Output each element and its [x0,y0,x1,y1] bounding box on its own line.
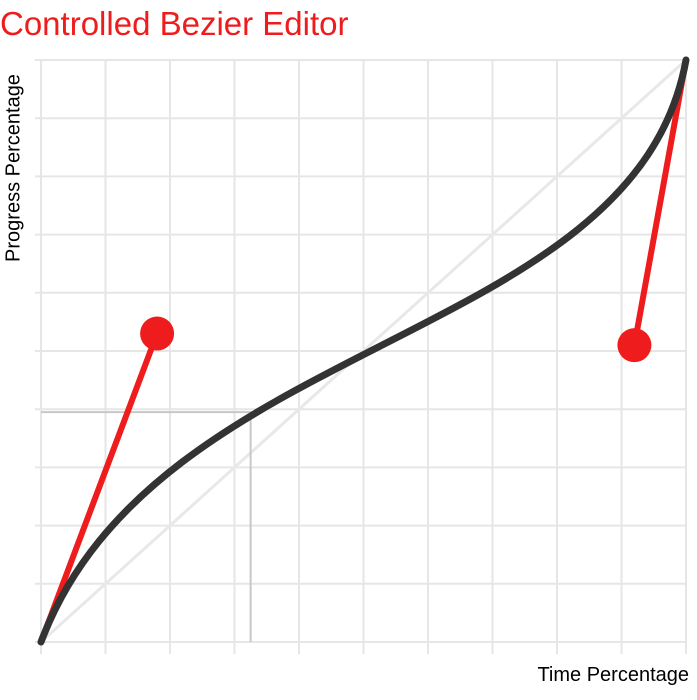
progress-readout-guide [41,411,252,642]
grid [35,59,687,654]
x-axis-label: Time Percentage [537,664,689,686]
control-handle-2-arm [631,57,689,349]
control-handle-1-arm [38,330,161,645]
editor-title: Controlled Bezier Editor [0,5,349,42]
bezier-curve [37,56,690,646]
control-point-1-handle[interactable] [140,316,175,351]
control-point-2-handle[interactable] [617,328,652,363]
